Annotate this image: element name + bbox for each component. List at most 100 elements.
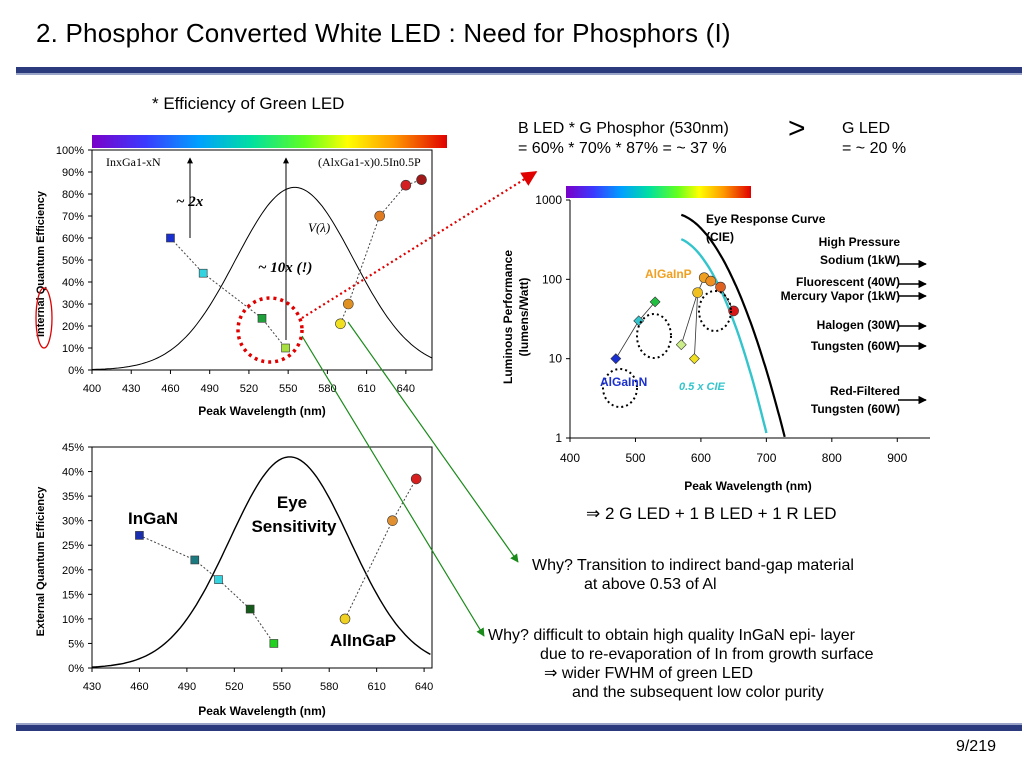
series-line bbox=[139, 534, 275, 644]
highlight-ellipse bbox=[602, 368, 638, 408]
x-tick-label: 460 bbox=[161, 383, 179, 395]
data-point bbox=[190, 555, 200, 565]
data-point bbox=[257, 313, 267, 323]
data-point bbox=[269, 639, 279, 648]
y-axis-label: Internal Quantum Efficiency bbox=[35, 190, 47, 337]
spectrum-bar bbox=[566, 186, 751, 198]
g-led-value: = ~ 20 % bbox=[842, 140, 907, 157]
x-tick-label: 610 bbox=[367, 681, 385, 693]
why2-line2: due to re-evaporation of In from growth … bbox=[540, 646, 874, 663]
series-line bbox=[680, 292, 699, 345]
label-cie: (CIE) bbox=[706, 230, 734, 244]
x-tick-label: 490 bbox=[201, 383, 219, 395]
reference-source-label: Tungsten (60W) bbox=[811, 402, 900, 416]
y-tick-label: 1 bbox=[555, 431, 562, 445]
slide-title: 2. Phosphor Converted White LED : Need f… bbox=[36, 18, 731, 48]
y-tick-label: 20% bbox=[62, 321, 84, 333]
y-tick-label: 0% bbox=[68, 365, 84, 377]
data-point bbox=[387, 515, 398, 526]
x-tick-label: 550 bbox=[279, 383, 297, 395]
y-tick-label: 30% bbox=[62, 516, 84, 528]
x-tick-label: 550 bbox=[273, 681, 291, 693]
comparison-line1: B LED * G Phosphor (530nm) bbox=[518, 120, 729, 137]
data-point bbox=[343, 298, 354, 310]
conclusion-text: ⇒ 2 G LED + 1 B LED + 1 R LED bbox=[586, 504, 837, 523]
x-tick-label: 610 bbox=[357, 383, 375, 395]
cie-half-curve bbox=[680, 238, 768, 434]
label-half-cie: 0.5 x CIE bbox=[679, 381, 726, 393]
y-tick-label: 20% bbox=[62, 565, 84, 577]
data-point bbox=[135, 531, 144, 540]
x-axis-label: Peak Wavelength (nm) bbox=[684, 479, 812, 493]
green-gap-circle bbox=[236, 296, 304, 364]
y-tick-label: 40% bbox=[62, 277, 84, 289]
label-sensitivity: Sensitivity bbox=[251, 517, 337, 536]
y-tick-label: 0% bbox=[68, 663, 84, 675]
data-point bbox=[649, 296, 661, 308]
y-tick-label: 60% bbox=[62, 233, 84, 245]
plot-frame bbox=[91, 446, 433, 669]
data-point bbox=[728, 305, 739, 317]
x-tick-label: 500 bbox=[625, 451, 645, 465]
green-arrow-indirect bbox=[347, 321, 519, 563]
reference-source-label: Halogen (30W) bbox=[817, 318, 900, 332]
data-point bbox=[410, 473, 422, 485]
x-axis-label: Peak Wavelength (nm) bbox=[198, 404, 326, 418]
why2-line1: Why? difficult to obtain high quality In… bbox=[488, 627, 856, 644]
v-lambda-curve bbox=[91, 186, 433, 370]
data-point bbox=[335, 318, 346, 330]
red-dotted-arrow bbox=[301, 171, 538, 319]
label-ingan: InGaN bbox=[128, 509, 178, 528]
x-tick-label: 700 bbox=[756, 451, 776, 465]
internal-highlight-ellipse bbox=[35, 287, 53, 349]
data-point bbox=[692, 287, 703, 298]
x-tick-label: 580 bbox=[320, 681, 338, 693]
highlight-ellipse bbox=[636, 313, 672, 359]
x-tick-label: 640 bbox=[415, 681, 433, 693]
x-tick-label: 400 bbox=[83, 383, 101, 395]
x-tick-label: 600 bbox=[691, 451, 711, 465]
y-tick-label: 90% bbox=[62, 167, 84, 179]
comparison-line2: = 60% * 70% * 87% = ~ 37 % bbox=[518, 140, 727, 157]
y-tick-label: 10% bbox=[62, 614, 84, 626]
label-10x: ~ 10x (!) bbox=[258, 260, 312, 276]
x-tick-label: 460 bbox=[130, 681, 148, 693]
x-tick-label: 640 bbox=[397, 383, 415, 395]
data-point bbox=[705, 275, 717, 287]
data-point bbox=[198, 268, 208, 278]
x-tick-label: 520 bbox=[225, 681, 243, 693]
reference-source-label: Fluorescent (40W) bbox=[796, 275, 900, 289]
data-point bbox=[214, 575, 223, 584]
eye-sensitivity-curve bbox=[91, 456, 431, 668]
series-line bbox=[615, 301, 656, 359]
data-point bbox=[675, 339, 687, 351]
y-tick-label: 80% bbox=[62, 189, 84, 201]
y-axis-label: External Quantum Efficiency bbox=[35, 486, 47, 637]
data-point bbox=[688, 353, 700, 365]
y-tick-label: 50% bbox=[62, 255, 84, 267]
x-tick-label: 430 bbox=[122, 383, 140, 395]
label-2x: ~ 2x bbox=[176, 194, 204, 210]
data-point bbox=[245, 604, 255, 614]
label-v-lambda: V(λ) bbox=[308, 220, 330, 235]
label-algainn: AlGaInN bbox=[600, 375, 647, 389]
data-point bbox=[281, 343, 290, 353]
highlight-ellipse bbox=[698, 290, 732, 332]
y-tick-label: 100% bbox=[56, 145, 84, 157]
y-tick-label: 30% bbox=[62, 299, 84, 311]
label-algainp: AlGaInP bbox=[645, 267, 692, 281]
data-point bbox=[166, 233, 175, 243]
y-tick-label: 10% bbox=[62, 343, 84, 355]
y-tick-label: 10 bbox=[549, 352, 563, 366]
x-axis-label: Peak Wavelength (nm) bbox=[198, 704, 326, 718]
reference-source-label: Tungsten (60W) bbox=[811, 339, 900, 353]
x-tick-label: 800 bbox=[822, 451, 842, 465]
y-tick-label: 5% bbox=[68, 638, 84, 650]
why2-line3: ⇒ wider FWHM of green LED bbox=[544, 665, 754, 682]
footer-rule bbox=[16, 723, 1022, 731]
spectrum-bar bbox=[92, 135, 447, 148]
why-ingan-quality: Why? difficult to obtain high quality In… bbox=[488, 626, 874, 702]
why2-line4: and the subsequent low color purity bbox=[572, 684, 824, 701]
x-tick-label: 400 bbox=[560, 451, 580, 465]
g-led-label: G LED bbox=[842, 120, 891, 137]
